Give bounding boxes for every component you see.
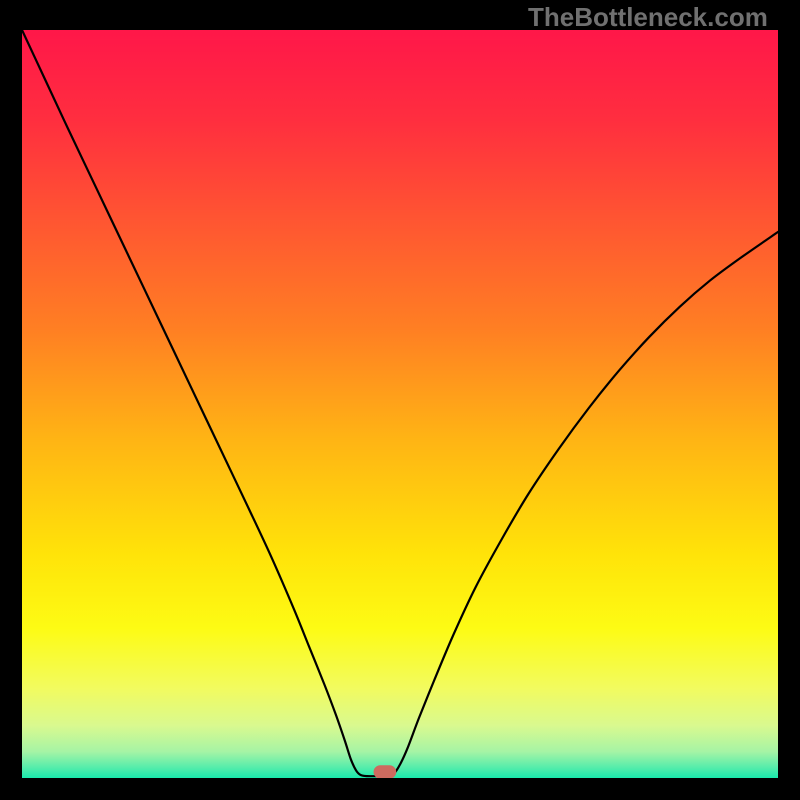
watermark-text: TheBottleneck.com <box>528 2 768 33</box>
bottleneck-chart <box>22 30 778 778</box>
chart-background <box>22 30 778 778</box>
optimal-point-marker <box>374 765 397 778</box>
